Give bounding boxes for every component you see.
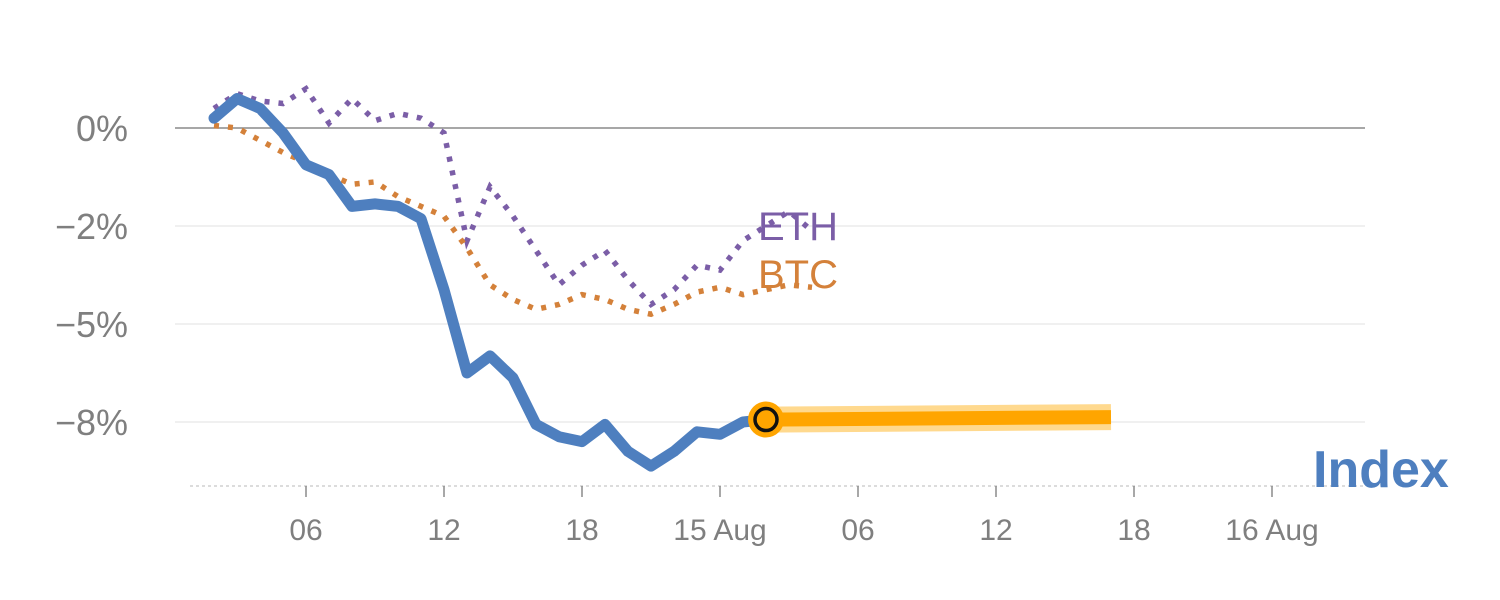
x-tick-label: 06 bbox=[289, 514, 322, 547]
y-tick-label: −5% bbox=[55, 304, 128, 345]
eth-series-line bbox=[212, 85, 814, 308]
grid bbox=[175, 127, 1365, 487]
series bbox=[208, 85, 1112, 472]
btc-label: BTC bbox=[758, 253, 838, 297]
x-tick-label: 18 bbox=[1117, 514, 1150, 547]
series-labels: ETH BTC Index bbox=[758, 205, 1449, 499]
index-label: Index bbox=[1313, 441, 1449, 499]
index-series-line bbox=[208, 93, 772, 472]
forecast-series-line bbox=[765, 410, 1112, 427]
y-axis-ticks: 0% −2% −5% −8% bbox=[55, 108, 128, 443]
x-tick-label: 06 bbox=[841, 514, 874, 547]
x-tick-label: 12 bbox=[979, 514, 1012, 547]
y-tick-label: −8% bbox=[55, 402, 128, 443]
x-tick-label: 12 bbox=[427, 514, 460, 547]
current-point-marker bbox=[753, 406, 779, 433]
y-tick-label: 0% bbox=[76, 108, 128, 149]
x-tick-label: 15 Aug bbox=[673, 514, 766, 547]
x-tick-label: 16 Aug bbox=[1225, 514, 1318, 547]
eth-label: ETH bbox=[758, 205, 838, 249]
x-tick-label: 18 bbox=[565, 514, 598, 547]
x-axis-ticks: 06 12 18 15 Aug 06 12 18 16 Aug bbox=[289, 486, 1319, 547]
y-tick-label: −2% bbox=[55, 206, 128, 247]
